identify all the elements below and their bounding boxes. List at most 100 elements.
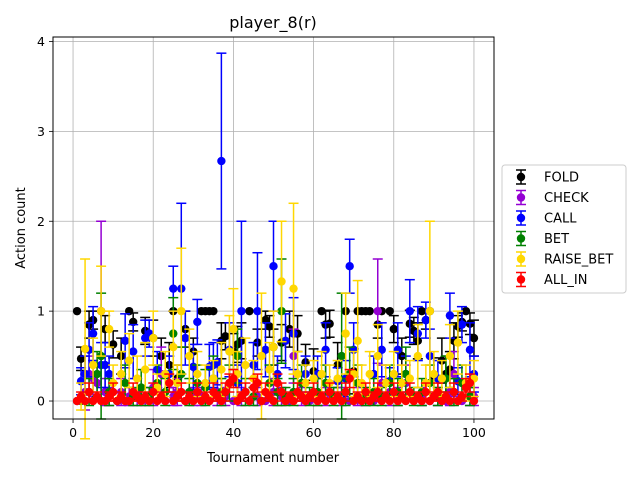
data-point [321,345,330,354]
chart-title: player_8(r) [229,13,317,33]
legend-marker-icon [516,213,526,223]
data-point [128,347,138,356]
data-point [237,306,246,316]
data-point [257,351,266,361]
data-point [225,347,234,356]
y-axis-label: Action count [14,187,29,269]
data-point [245,396,254,406]
data-point [453,338,463,347]
data-point [193,387,202,397]
legend-marker-icon [516,193,526,202]
legend: FOLD CHECK CALL BET RAISE_BET ALL_IN [501,164,627,294]
data-point [120,378,130,388]
data-point [193,317,202,327]
data-point [389,324,398,334]
x-tick-label: 20 [145,425,161,440]
data-point [325,387,334,397]
y-tick-label: 2 [37,214,45,229]
data-point [213,358,222,367]
legend-label: FOLD [544,171,579,186]
legend-item: RAISE_BET [516,251,613,268]
y-tick-label: 4 [37,34,45,49]
x-tick-label: 100 [462,425,486,440]
data-point [405,374,415,383]
data-point [421,387,431,397]
x-tick-label: 80 [386,425,402,440]
legend-item: CALL [516,210,577,227]
data-point [437,374,447,383]
data-point [120,336,130,346]
data-point [277,277,286,286]
data-point [301,378,310,388]
data-point [209,306,218,316]
data-point [253,378,262,388]
data-point [421,315,431,325]
data-point [265,365,274,374]
data-point [389,387,398,397]
x-axis-label: Tournament number [206,451,340,466]
data-point [241,387,250,397]
data-point [309,374,318,383]
legend-label: ALL_IN [544,273,587,288]
data-point [293,369,302,379]
y-tick-label: 3 [37,124,45,139]
legend-item: CHECK [516,189,589,206]
x-tick-label: 0 [69,425,77,440]
data-point [445,311,455,320]
data-point [449,387,459,397]
data-point [337,351,346,361]
data-point [433,387,443,397]
data-marks [72,52,479,440]
data-point [245,306,254,316]
data-point [309,387,318,397]
data-point [100,360,110,370]
data-point [353,336,362,346]
data-point [88,329,98,338]
data-point [457,320,467,329]
data-point [221,332,230,341]
data-point [365,369,374,379]
data-point [333,374,342,383]
legend-box [501,164,627,294]
legend-marker-icon [516,234,526,243]
data-point [116,369,126,379]
data-point [137,383,146,392]
data-point [104,324,114,334]
data-point [72,306,82,316]
data-point [341,329,350,338]
data-point [108,387,118,397]
data-point [385,306,394,316]
data-point [189,362,198,372]
data-point [317,369,326,379]
data-point [341,387,350,397]
data-point [445,351,455,361]
data-point [425,306,435,316]
data-point [377,345,386,354]
data-point [132,374,142,383]
data-point [277,387,286,397]
data-point [104,369,114,379]
data-point [289,284,298,293]
x-tick-label: 60 [306,425,322,440]
data-point [389,369,398,379]
data-point [141,365,150,374]
y-tick-label: 1 [37,304,45,319]
data-point [169,342,178,352]
data-point [325,319,334,328]
data-point [229,374,238,383]
data-point [229,324,238,334]
legend-marker-icon [516,254,526,264]
axis-ticks: 0 20 40 60 80 100 0 1 2 3 4 [37,34,486,440]
data-point [84,387,94,397]
data-point [365,306,374,316]
data-point [361,387,370,397]
data-point [261,345,270,354]
data-point [345,374,354,383]
data-point [397,378,406,388]
legend-item: FOLD [516,169,579,186]
data-point [80,344,90,354]
legend-item: ALL_IN [516,271,587,288]
data-point [381,378,390,388]
data-point [96,306,106,316]
series-all-in [72,368,479,406]
